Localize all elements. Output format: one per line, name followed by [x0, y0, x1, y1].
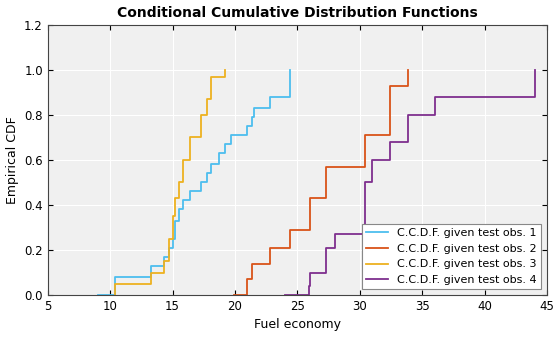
C.C.D.F. given test obs. 1 [172, 219, 179, 223]
X-axis label: Fuel economy: Fuel economy [254, 318, 341, 332]
C.C.D.F. given test obs. 4 [431, 95, 438, 99]
C.C.D.F. given test obs. 3 [172, 196, 179, 200]
C.C.D.F. given test obs. 2 [323, 165, 329, 169]
C.C.D.F. given test obs. 2 [249, 262, 256, 266]
C.C.D.F. given test obs. 1 [287, 68, 293, 72]
C.C.D.F. given test obs. 3 [198, 113, 204, 117]
C.C.D.F. given test obs. 2 [361, 149, 368, 153]
C.C.D.F. given test obs. 1 [249, 115, 256, 119]
C.C.D.F. given test obs. 1 [222, 142, 228, 146]
C.C.D.F. given test obs. 2 [386, 84, 393, 88]
C.C.D.F. given test obs. 3 [186, 135, 193, 140]
Line: C.C.D.F. given test obs. 1: C.C.D.F. given test obs. 1 [97, 70, 290, 295]
C.C.D.F. given test obs. 4 [531, 68, 538, 72]
C.C.D.F. given test obs. 4 [282, 293, 288, 297]
Legend: C.C.D.F. given test obs. 1, C.C.D.F. given test obs. 2, C.C.D.F. given test obs.: C.C.D.F. given test obs. 1, C.C.D.F. giv… [362, 224, 542, 289]
C.C.D.F. given test obs. 1 [204, 172, 211, 176]
C.C.D.F. given test obs. 1 [94, 293, 101, 297]
C.C.D.F. given test obs. 4 [305, 284, 312, 288]
Y-axis label: Empirical CDF: Empirical CDF [6, 116, 18, 204]
C.C.D.F. given test obs. 3 [169, 214, 176, 218]
C.C.D.F. given test obs. 2 [361, 133, 368, 137]
C.C.D.F. given test obs. 2 [267, 246, 273, 250]
C.C.D.F. given test obs. 1 [228, 133, 235, 137]
C.C.D.F. given test obs. 1 [165, 246, 172, 250]
C.C.D.F. given test obs. 1 [161, 255, 167, 259]
C.C.D.F. given test obs. 1 [175, 208, 182, 212]
C.C.D.F. given test obs. 1 [208, 162, 214, 166]
C.C.D.F. given test obs. 3 [208, 74, 214, 79]
C.C.D.F. given test obs. 1 [198, 180, 204, 184]
C.C.D.F. given test obs. 1 [148, 264, 155, 268]
C.C.D.F. given test obs. 2 [287, 228, 293, 232]
C.C.D.F. given test obs. 4 [405, 124, 412, 128]
C.C.D.F. given test obs. 2 [244, 277, 251, 281]
C.C.D.F. given test obs. 1 [250, 106, 257, 110]
C.C.D.F. given test obs. 1 [267, 95, 273, 99]
C.C.D.F. given test obs. 4 [323, 259, 329, 263]
C.C.D.F. given test obs. 2 [230, 293, 237, 297]
C.C.D.F. given test obs. 4 [361, 203, 368, 207]
Line: C.C.D.F. given test obs. 2: C.C.D.F. given test obs. 2 [234, 70, 408, 295]
C.C.D.F. given test obs. 1 [186, 189, 193, 193]
C.C.D.F. given test obs. 4 [405, 113, 412, 117]
C.C.D.F. given test obs. 3 [112, 293, 119, 297]
C.C.D.F. given test obs. 4 [323, 246, 329, 250]
C.C.D.F. given test obs. 1 [216, 151, 222, 155]
C.C.D.F. given test obs. 3 [172, 203, 179, 207]
C.C.D.F. given test obs. 4 [386, 140, 393, 144]
Line: C.C.D.F. given test obs. 4: C.C.D.F. given test obs. 4 [285, 70, 535, 295]
C.C.D.F. given test obs. 1 [112, 275, 119, 279]
C.C.D.F. given test obs. 4 [332, 232, 338, 236]
C.C.D.F. given test obs. 2 [405, 68, 412, 72]
C.C.D.F. given test obs. 4 [431, 102, 438, 106]
C.C.D.F. given test obs. 4 [282, 293, 288, 297]
C.C.D.F. given test obs. 1 [112, 284, 119, 288]
C.C.D.F. given test obs. 3 [161, 259, 167, 263]
C.C.D.F. given test obs. 4 [361, 180, 368, 184]
C.C.D.F. given test obs. 2 [230, 293, 237, 297]
C.C.D.F. given test obs. 4 [369, 158, 376, 162]
C.C.D.F. given test obs. 1 [169, 237, 176, 241]
C.C.D.F. given test obs. 3 [165, 237, 172, 241]
Title: Conditional Cumulative Distribution Functions: Conditional Cumulative Distribution Func… [117, 5, 478, 20]
C.C.D.F. given test obs. 3 [112, 282, 119, 286]
C.C.D.F. given test obs. 2 [306, 196, 313, 200]
C.C.D.F. given test obs. 3 [222, 68, 228, 72]
C.C.D.F. given test obs. 3 [112, 293, 119, 297]
Line: C.C.D.F. given test obs. 3: C.C.D.F. given test obs. 3 [115, 70, 225, 295]
C.C.D.F. given test obs. 1 [94, 293, 101, 297]
C.C.D.F. given test obs. 4 [306, 271, 313, 275]
C.C.D.F. given test obs. 3 [179, 158, 186, 162]
C.C.D.F. given test obs. 1 [172, 228, 179, 232]
C.C.D.F. given test obs. 1 [244, 124, 251, 128]
C.C.D.F. given test obs. 3 [204, 97, 211, 101]
C.C.D.F. given test obs. 3 [148, 271, 155, 275]
C.C.D.F. given test obs. 3 [175, 180, 182, 184]
C.C.D.F. given test obs. 1 [179, 198, 186, 203]
